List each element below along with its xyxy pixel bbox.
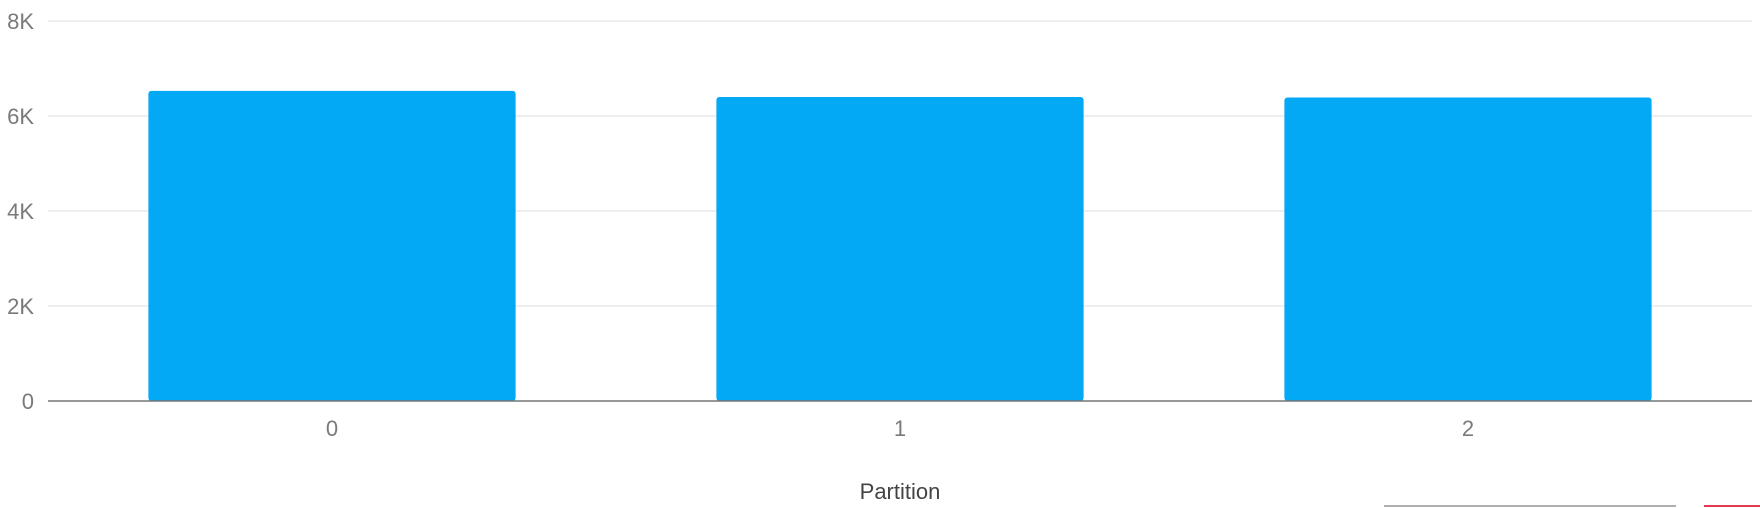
y-axis-tick-labels: 0 2K 4K 6K 8K: [7, 9, 34, 414]
x-tick-label: 1: [894, 416, 906, 441]
y-tick-label: 4K: [7, 199, 34, 224]
x-tick-label: 2: [1462, 416, 1474, 441]
y-tick-label: 0: [22, 389, 34, 414]
bottom-accent-gray: [1384, 505, 1676, 507]
y-tick-label: 6K: [7, 104, 34, 129]
bar-partition-2[interactable]: [1284, 97, 1652, 401]
y-tick-label: 2K: [7, 294, 34, 319]
bar-partition-1[interactable]: [716, 97, 1084, 401]
bar-partition-0[interactable]: [148, 90, 516, 401]
bars: [148, 90, 1652, 401]
bottom-accent-red: [1704, 505, 1760, 507]
x-axis-title: Partition: [860, 479, 941, 504]
x-axis-tick-labels: 0 1 2: [326, 416, 1474, 441]
y-tick-label: 8K: [7, 9, 34, 34]
x-tick-label: 0: [326, 416, 338, 441]
